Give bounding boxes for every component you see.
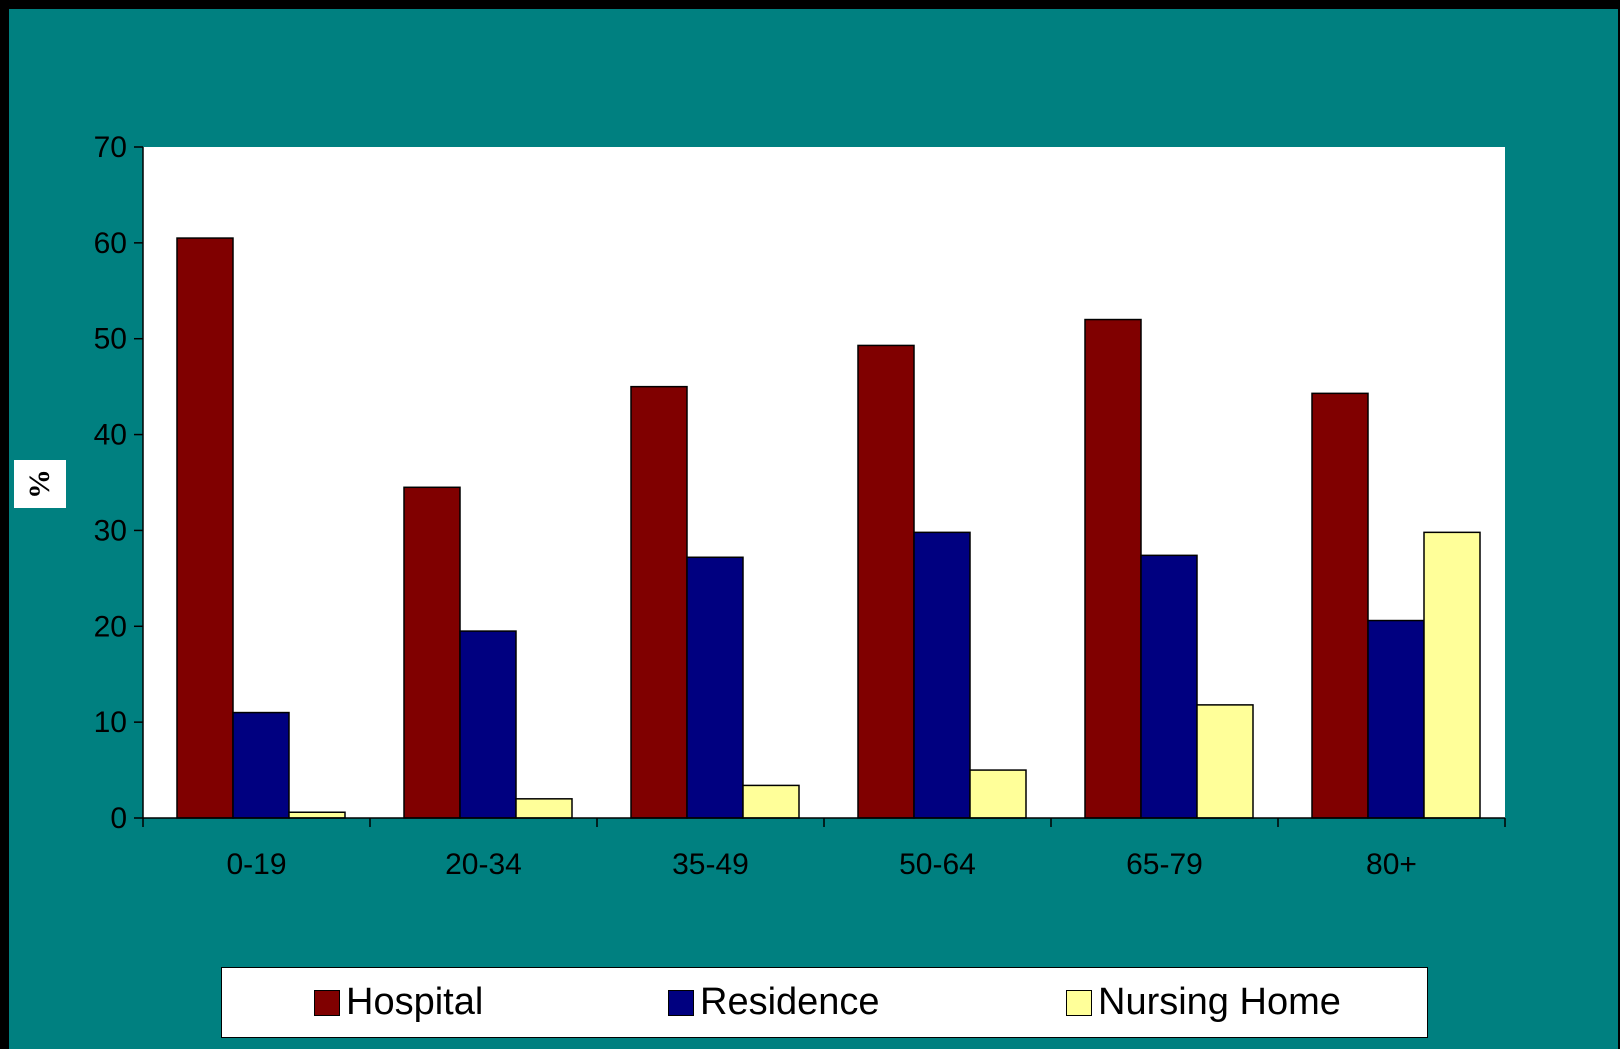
bar-hospital-0-19 xyxy=(176,237,234,819)
bar-hospital-35-49 xyxy=(630,385,688,819)
legend-swatch-hospital xyxy=(314,989,340,1016)
y-tick-label: 20 xyxy=(94,610,127,643)
bar-nursing-home-80+ xyxy=(1423,531,1481,819)
legend-swatch-nursing-home xyxy=(1066,989,1092,1016)
x-tick-label: 0-19 xyxy=(226,848,286,881)
legend-label-hospital: Hospital xyxy=(346,981,484,1023)
x-tick-label: 50-64 xyxy=(899,848,976,881)
bar-nursing-home-50-64 xyxy=(969,769,1027,819)
legend-item-hospital: Hospital xyxy=(314,968,483,1037)
bar-residence-35-49 xyxy=(686,556,744,819)
x-tick-label: 20-34 xyxy=(445,848,522,881)
bar-nursing-home-65-79 xyxy=(1196,704,1254,819)
bar-residence-80+ xyxy=(1367,619,1425,819)
bar-hospital-65-79 xyxy=(1084,318,1142,819)
bar-nursing-home-35-49 xyxy=(742,784,800,819)
legend-label-residence: Residence xyxy=(700,981,880,1023)
legend-item-residence: Residence xyxy=(668,968,880,1037)
y-tick-label: 40 xyxy=(94,419,127,452)
bar-residence-50-64 xyxy=(913,531,971,819)
x-tick-label: 35-49 xyxy=(672,848,749,881)
bar-hospital-80+ xyxy=(1311,392,1369,819)
legend-item-nursing-home: Nursing Home xyxy=(1066,968,1341,1037)
y-tick-label: 30 xyxy=(94,514,127,547)
y-tick-label: 50 xyxy=(94,323,127,356)
bar-residence-65-79 xyxy=(1140,554,1198,819)
legend-swatch-residence xyxy=(668,989,694,1016)
bar-residence-0-19 xyxy=(232,711,290,819)
bars-group xyxy=(176,237,1481,819)
bar-hospital-20-34 xyxy=(403,486,461,819)
y-tick-label: 0 xyxy=(110,802,127,835)
bar-hospital-50-64 xyxy=(857,344,915,819)
axes-group: 0 10 20 30 40 50 60 70 0-19 20-34 35-49 50-64 65-79 8… xyxy=(94,131,1506,881)
y-tick-label: 60 xyxy=(94,227,127,260)
x-tick-label: 65-79 xyxy=(1126,848,1203,881)
y-axis-label-box: % xyxy=(14,460,66,508)
bar-nursing-home-20-34 xyxy=(515,798,573,819)
bar-nursing-home-0-19 xyxy=(288,811,346,819)
x-tick-label: 80+ xyxy=(1366,848,1417,881)
y-tick-label: 70 xyxy=(94,131,127,164)
legend-label-nursing-home: Nursing Home xyxy=(1098,981,1341,1023)
legend: Hospital Residence Nursing Home xyxy=(221,967,1428,1038)
bar-residence-20-34 xyxy=(459,630,517,819)
plot-area xyxy=(143,147,1505,818)
y-tick-label: 10 xyxy=(94,706,127,739)
